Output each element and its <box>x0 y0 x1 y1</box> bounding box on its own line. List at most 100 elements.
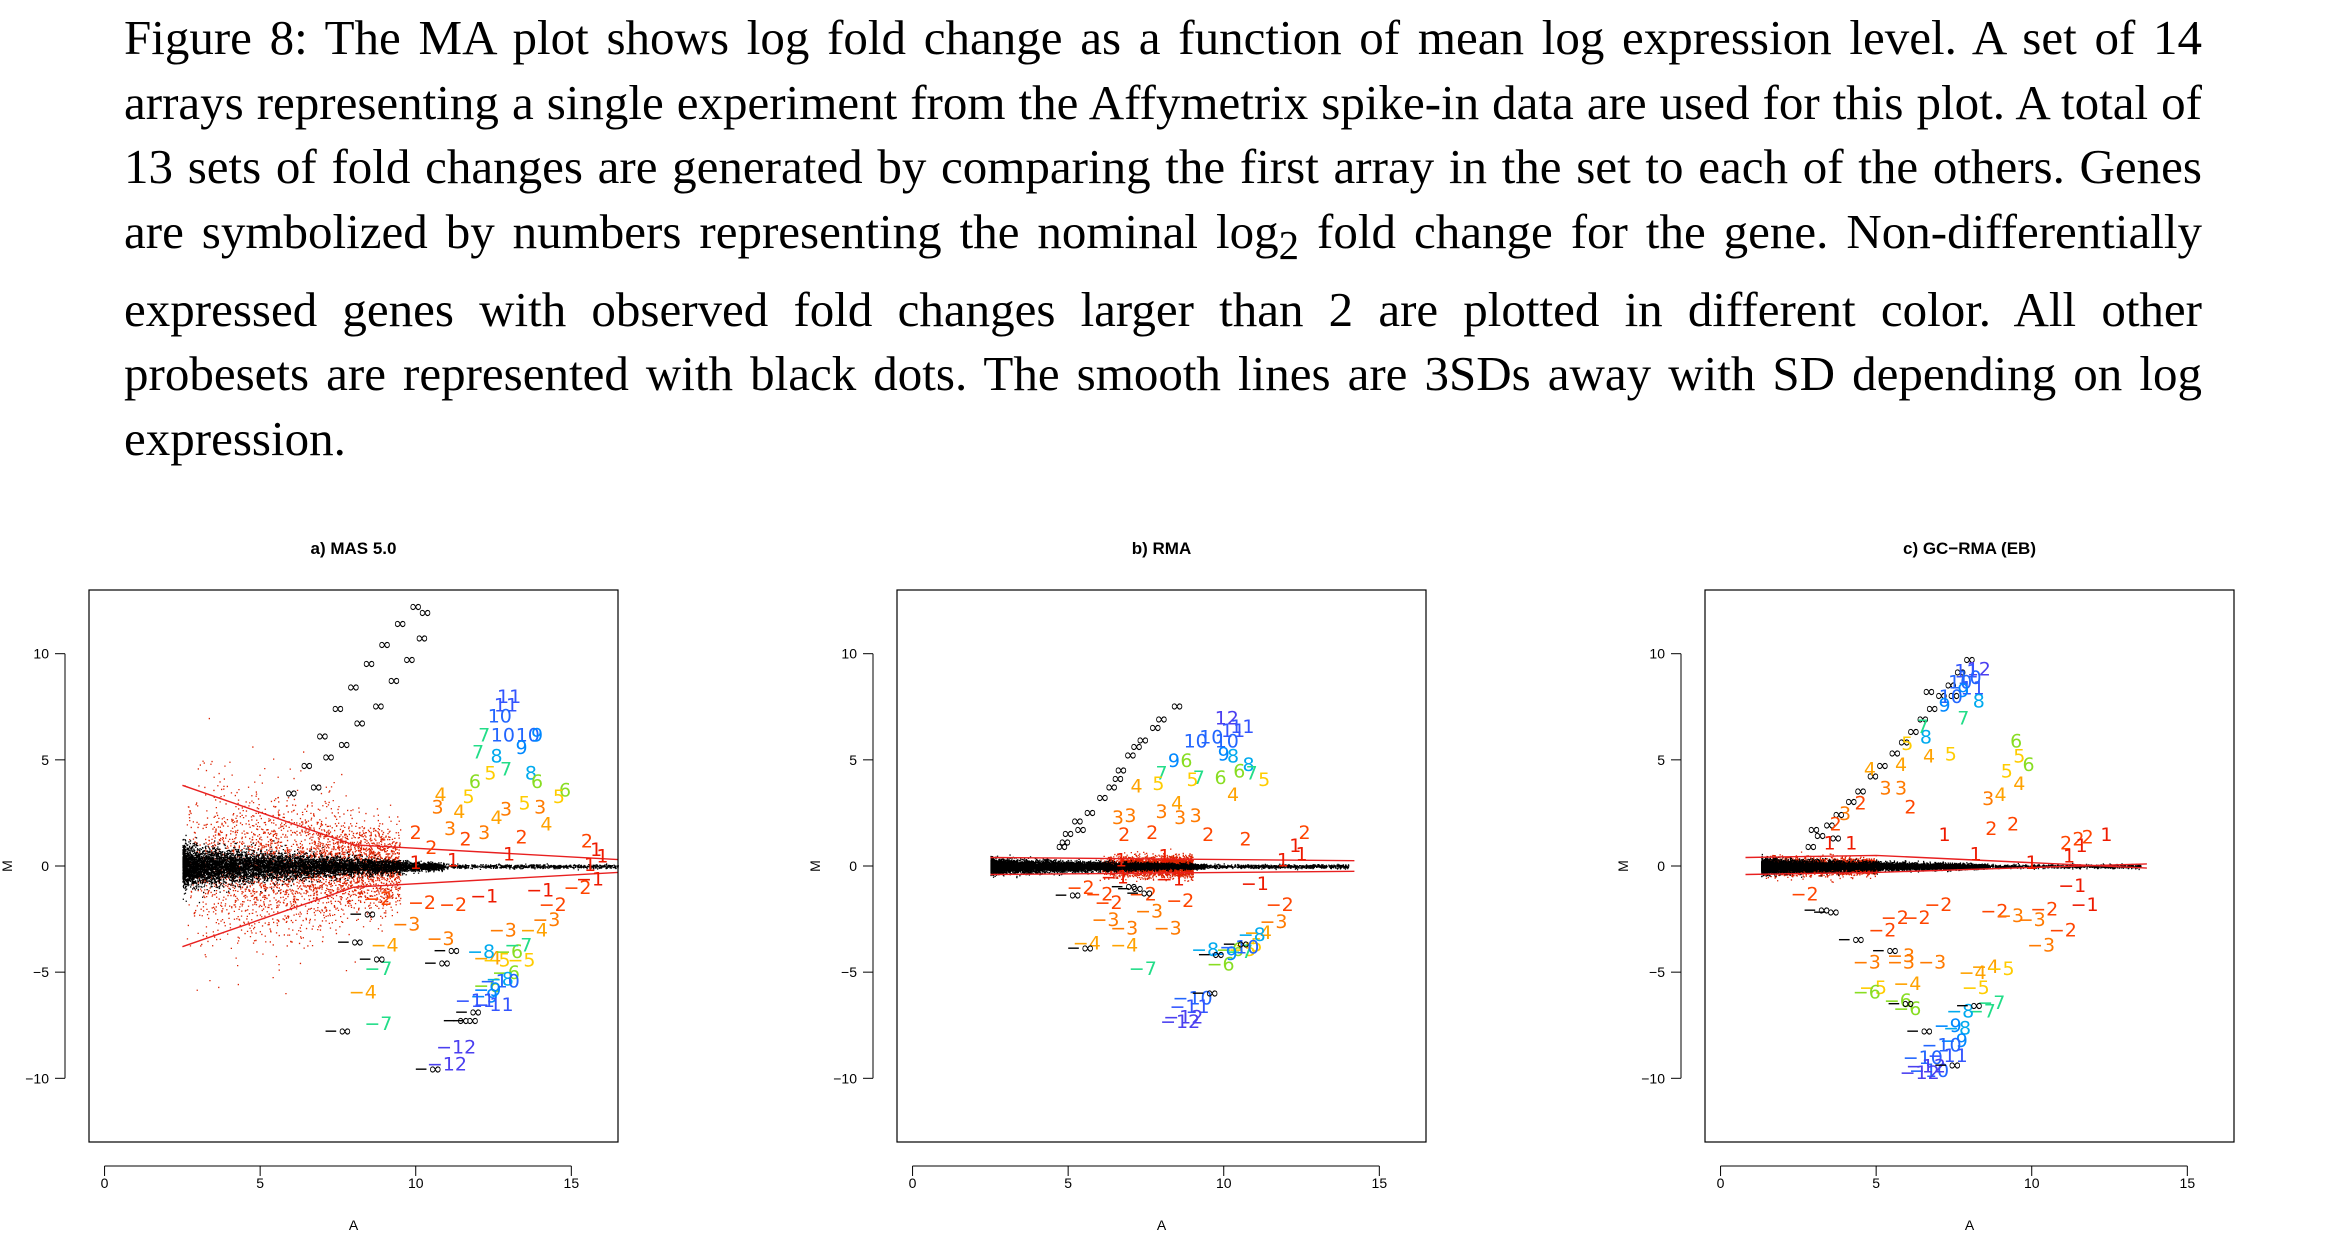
y-tick-label: −10 <box>833 1070 857 1086</box>
gene-symbol: 3 <box>478 822 490 844</box>
gene-symbol: ∞ <box>402 650 416 670</box>
gene-symbol: ∞ <box>1136 731 1150 751</box>
gene-symbol: ∞ <box>1875 756 1889 776</box>
gene-symbol: −11 <box>455 990 495 1012</box>
gene-symbol: 1 <box>2063 845 2075 867</box>
gene-symbol: 6 <box>531 771 543 793</box>
gene-symbol: 5 <box>484 763 496 785</box>
gene-symbol: −2 <box>1129 884 1157 906</box>
gene-symbol: 2 <box>515 826 527 848</box>
gene-symbol: −3 <box>1887 945 1915 967</box>
x-tick-label: 15 <box>1372 1175 1388 1191</box>
gene-symbol: −3 <box>1996 905 2024 927</box>
gene-symbol: −5 <box>507 949 535 971</box>
gene-symbol: 7 <box>1957 707 1969 729</box>
gene-symbol: 6 <box>2023 754 2035 776</box>
gene-symbol: ∞ <box>1897 733 1911 753</box>
gene-symbol: −12 <box>1160 1011 1200 1033</box>
sd-line-lower <box>1745 863 2147 876</box>
gene-symbol: −2 <box>1791 884 1819 906</box>
gene-symbol: −3 <box>2018 909 2046 931</box>
gene-symbol: −3 <box>1918 952 1946 974</box>
figure-caption: Figure 8: The MA plot shows log fold cha… <box>124 6 2202 471</box>
gene-symbol: ∞ <box>393 614 407 634</box>
gene-symbol: −∞ <box>433 941 461 961</box>
gene-symbol: ∞ <box>1070 811 1084 831</box>
plot-title: b) RMA <box>1132 539 1191 558</box>
x-axis-label: A <box>1965 1217 1975 1233</box>
gene-symbol: 5 <box>553 786 565 808</box>
gene-symbol: −9 <box>470 986 498 1008</box>
gene-symbol: −8 <box>1943 1017 1971 1039</box>
gene-symbol: −2 <box>1085 884 1113 906</box>
gene-symbol: ∞ <box>1854 782 1868 802</box>
gene-symbol: 6 <box>559 780 571 802</box>
gene-symbol: 7 <box>1193 767 1205 789</box>
gene-symbol: ∞ <box>1944 675 1958 695</box>
y-tick-label: 10 <box>33 646 49 662</box>
gene-symbol: −2 <box>563 877 591 899</box>
gene-symbol: −3 <box>427 928 455 950</box>
gene-symbol: 5 <box>519 792 531 814</box>
gene-symbol: 11 <box>497 686 521 708</box>
gene-symbol: −3 <box>1091 909 1119 931</box>
gene-symbol: ∞ <box>1095 788 1109 808</box>
gene-symbol: 3 <box>1155 801 1167 823</box>
gene-symbol: −7 <box>1968 1000 1996 1022</box>
gene-symbol: −6 <box>473 975 501 997</box>
gene-symbol: −∞ <box>1955 996 1983 1016</box>
sd-line-lower <box>182 871 619 948</box>
gene-symbol: 4 <box>453 801 465 823</box>
gene-symbol: 6 <box>1180 750 1192 772</box>
gene-symbol: 5 <box>463 786 475 808</box>
gene-symbol: 1 <box>2100 824 2112 846</box>
gene-symbol: 10 <box>1199 727 1223 749</box>
gene-symbol: 2 <box>410 822 422 844</box>
gene-symbol: ∞ <box>353 714 367 734</box>
gene-symbol: ∞ <box>1953 663 1967 683</box>
gene-symbol: −∞ <box>1197 945 1225 965</box>
gene-symbol: −∞ <box>1933 1055 1961 1075</box>
gene-symbol: −3 <box>532 909 560 931</box>
gene-symbol: ∞ <box>1055 837 1069 857</box>
y-tick-label: −5 <box>841 964 857 980</box>
gene-symbol: ∞ <box>1170 697 1184 717</box>
gene-symbol: 5 <box>2013 746 2025 768</box>
gene-symbol: −2 <box>1067 877 1095 899</box>
x-tick-label: 5 <box>256 1175 264 1191</box>
gene-symbol: 4 <box>1895 754 1907 776</box>
gene-symbol: −∞ <box>1191 983 1219 1003</box>
gene-symbol: 12 <box>1967 659 1991 681</box>
gene-symbol: −5 <box>1962 977 1990 999</box>
gene-symbol: −11 <box>1928 1045 1968 1067</box>
gene-symbol: 1 <box>2026 852 2038 874</box>
gene-symbol: −∞ <box>1066 939 1094 959</box>
gene-symbol: −4 <box>1110 935 1138 957</box>
gene-symbol: −∞ <box>1054 886 1082 906</box>
gene-symbol: 10 <box>491 724 515 746</box>
gene-symbol: ∞ <box>371 697 385 717</box>
gene-symbol: 3 <box>1982 788 1994 810</box>
gene-symbol: 1 <box>1823 833 1835 855</box>
gene-symbol: 10 <box>1957 667 1981 689</box>
gene-symbol: ∞ <box>415 629 429 649</box>
gene-symbol: ∞ <box>315 726 329 746</box>
gene-symbol: 2 <box>1830 814 1842 836</box>
gene-symbol: −∞ <box>358 949 386 969</box>
gene-symbol: −5 <box>1987 958 2015 980</box>
gene-symbol: ∞ <box>1111 769 1125 789</box>
gene-symbol: −1 <box>470 886 498 908</box>
x-axis-label: A <box>349 1217 359 1233</box>
gene-symbol: −∞ <box>423 954 451 974</box>
gene-symbol: −2 <box>1881 907 1909 929</box>
gene-symbol: 4 <box>1995 784 2007 806</box>
probeset-dots <box>990 848 1350 882</box>
gene-symbol: ∞ <box>387 671 401 691</box>
gene-symbol: 2 <box>2072 828 2084 850</box>
gene-symbol: ∞ <box>346 678 360 698</box>
gene-symbol: ∞ <box>1829 828 1843 848</box>
gene-symbol: 2 <box>2007 814 2019 836</box>
gene-symbol: 2 <box>1239 828 1251 850</box>
gene-symbol: −4 <box>1244 922 1272 944</box>
gene-symbol: −1 <box>2058 875 2086 897</box>
